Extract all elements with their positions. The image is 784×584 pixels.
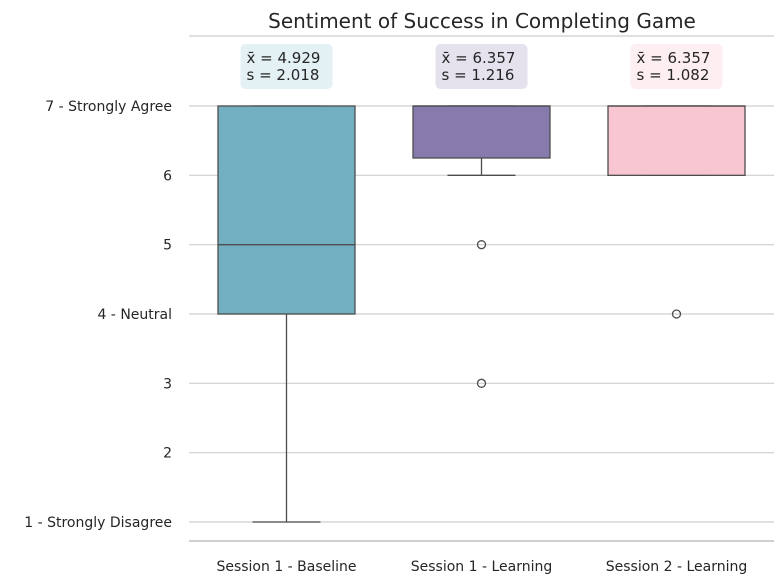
outlier-point bbox=[476, 378, 487, 388]
mean-label: x̄ = 6.357 bbox=[442, 49, 516, 67]
box-group bbox=[217, 105, 356, 523]
y-tick-label: 3 bbox=[163, 376, 172, 392]
x-axis-ticks: Session 1 - Baseline Session 1 - Learning… bbox=[216, 559, 747, 575]
mean-label: x̄ = 6.357 bbox=[637, 49, 711, 67]
y-tick-label: 7 - Strongly Agree bbox=[45, 99, 172, 115]
x-tick-label: Session 1 - Baseline bbox=[216, 559, 356, 575]
y-tick-label: 2 bbox=[163, 446, 172, 462]
sd-label: s = 1.216 bbox=[442, 66, 515, 84]
sd-label: s = 1.082 bbox=[637, 66, 710, 84]
annotation-box bbox=[630, 44, 723, 89]
y-tick-label: 1 - Strongly Disagree bbox=[24, 515, 172, 531]
annotation-box bbox=[435, 44, 528, 89]
y-axis-ticks: 1 - Strongly Disagree 2 3 4 - Neutral 5 6 7 - … bbox=[24, 99, 172, 531]
axes bbox=[189, 35, 774, 542]
outlier-point bbox=[671, 309, 682, 319]
sd-label: s = 2.018 bbox=[247, 66, 320, 84]
x-tick-label: Session 2 - Learning bbox=[606, 559, 748, 575]
mean-label: x̄ = 4.929 bbox=[247, 49, 321, 67]
y-tick-label: 6 bbox=[163, 168, 172, 184]
annotation-box bbox=[240, 44, 333, 89]
box-iqr bbox=[607, 105, 746, 176]
box-group bbox=[412, 105, 551, 388]
y-tick-label: 5 bbox=[163, 238, 172, 254]
chart-title: Sentiment of Success in Completing Game bbox=[268, 9, 696, 33]
outlier-point bbox=[476, 240, 487, 250]
y-tick-label: 4 - Neutral bbox=[97, 307, 172, 323]
box-iqr bbox=[412, 105, 551, 159]
boxes bbox=[217, 105, 746, 523]
box-group bbox=[607, 105, 746, 319]
box-iqr bbox=[217, 105, 356, 315]
x-tick-label: Session 1 - Learning bbox=[411, 559, 553, 575]
